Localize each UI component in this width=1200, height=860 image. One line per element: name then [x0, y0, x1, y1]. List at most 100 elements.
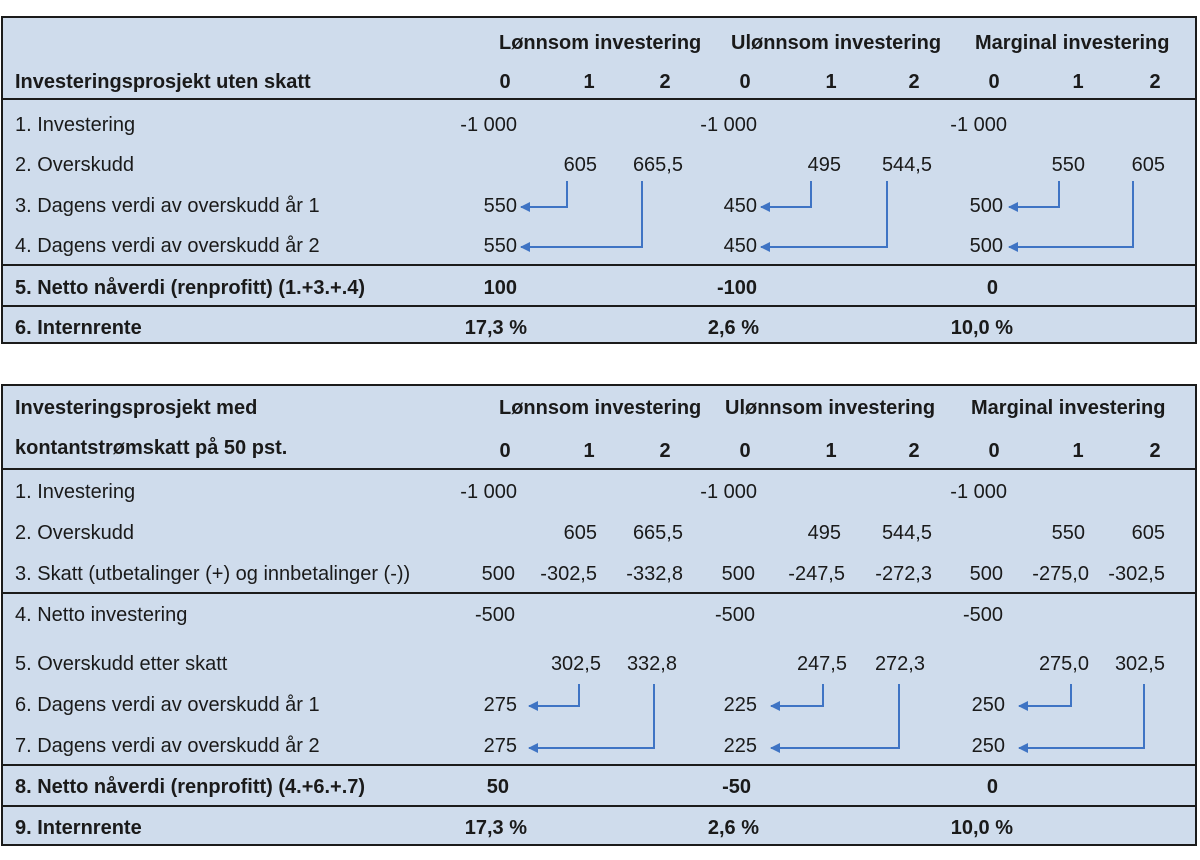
cell: 665,5	[632, 522, 683, 544]
cell: 225	[723, 735, 757, 757]
divider	[3, 764, 1195, 766]
divider	[3, 468, 1195, 470]
cell: 2,6 %	[707, 817, 759, 839]
arrow	[1008, 181, 1060, 212]
cell: -272,3	[875, 563, 932, 585]
year-header: 0	[988, 440, 1000, 462]
year-header: 2	[1149, 71, 1161, 93]
table-row: 1. Investering -1 000 -1 000 -1 000	[3, 472, 1195, 512]
row-label: 1. Investering	[15, 114, 136, 136]
table-row: 5. Overskudd etter skatt 302,5 332,8 247…	[3, 644, 1195, 684]
cell: 302,5	[1114, 653, 1165, 675]
arrow	[528, 684, 655, 753]
arrow	[760, 181, 812, 212]
group-header-lonnsom: Lønnsom investering	[499, 32, 702, 54]
table-row: 6. Dagens verdi av overskudd år 1 275 22…	[3, 685, 1195, 725]
arrow	[520, 181, 568, 212]
cell: 544,5	[881, 522, 932, 544]
cell: -500	[474, 604, 515, 626]
year-header: 0	[739, 71, 751, 93]
group-header-ulonnsom: Ulønnsom investering	[731, 32, 942, 54]
cell: -302,5	[1108, 563, 1165, 585]
year-header: 1	[825, 440, 837, 462]
row-label: 1. Investering	[15, 481, 136, 503]
year-header: 2	[908, 440, 920, 462]
row-label: 9. Internrente	[15, 817, 142, 839]
cell: 272,3	[874, 653, 925, 675]
cell: 450	[723, 235, 757, 257]
cell: -1 000	[950, 114, 1007, 136]
row-label: 6. Dagens verdi av overskudd år 1	[15, 694, 320, 716]
year-header: 2	[659, 440, 671, 462]
row-label: 5. Overskudd etter skatt	[15, 653, 228, 675]
table-row: 6. Internrente 17,3 % 2,6 % 10,0 %	[3, 308, 1195, 348]
row-label: 6. Internrente	[15, 317, 142, 339]
year-header: 0	[739, 440, 751, 462]
cell: 550	[1051, 522, 1085, 544]
cell: 225	[723, 694, 757, 716]
cell: 605	[1131, 522, 1165, 544]
cell: 2,6 %	[707, 317, 759, 339]
row-label: 4. Netto investering	[15, 604, 188, 626]
cell: -1 000	[460, 481, 517, 503]
cell: 17,3 %	[464, 817, 527, 839]
year-header: 0	[988, 71, 1000, 93]
year-header: 0	[499, 440, 511, 462]
cell: 665,5	[632, 154, 683, 176]
cell: 605	[1131, 154, 1165, 176]
cell: 550	[483, 235, 517, 257]
arrow	[1018, 684, 1072, 711]
cell: 10,0 %	[950, 317, 1013, 339]
cell: 495	[807, 154, 841, 176]
arrow	[760, 181, 888, 252]
cell: -247,5	[788, 563, 845, 585]
divider	[3, 592, 1195, 594]
year-header: 1	[1072, 71, 1084, 93]
cell: 544,5	[881, 154, 932, 176]
cell: 302,5	[550, 653, 601, 675]
group-header-marginal: Marginal investering	[975, 32, 1170, 54]
cell: 0	[986, 776, 998, 798]
cell: -302,5	[540, 563, 597, 585]
cell: -50	[722, 776, 751, 798]
cell: 495	[807, 522, 841, 544]
divider	[3, 264, 1195, 266]
cell: -100	[716, 277, 757, 299]
cell: 500	[721, 563, 755, 585]
cell: 10,0 %	[950, 817, 1013, 839]
table-row: 5. Netto nåverdi (renprofitt) (1.+3.+.4)…	[3, 268, 1195, 308]
cell: -1 000	[700, 114, 757, 136]
year-header: 1	[1072, 440, 1084, 462]
cell: 0	[986, 277, 998, 299]
cell: -1 000	[460, 114, 517, 136]
cell: 500	[969, 563, 1003, 585]
divider	[3, 98, 1195, 100]
table-row: 9. Internrente 17,3 % 2,6 % 10,0 %	[3, 808, 1195, 848]
year-header: 2	[659, 71, 671, 93]
arrow	[1008, 181, 1134, 252]
year-header: 1	[583, 71, 595, 93]
year-header: 2	[1149, 440, 1161, 462]
table-row: 2. Overskudd 605 665,5 495 544,5 550 605	[3, 513, 1195, 553]
cell: 500	[969, 235, 1003, 257]
table-title-line2: kontantstrømskatt på 50 pst.	[15, 437, 288, 459]
cell: 550	[1051, 154, 1085, 176]
cell: 275	[483, 694, 517, 716]
cell: 250	[971, 735, 1005, 757]
cell: 275,0	[1038, 653, 1089, 675]
cell: 500	[481, 563, 515, 585]
table-row: 7. Dagens verdi av overskudd år 2 275 22…	[3, 726, 1195, 766]
row-label: 8. Netto nåverdi (renprofitt) (4.+6.+.7)	[15, 776, 366, 798]
cell: 247,5	[796, 653, 847, 675]
table-row: 2. Overskudd 605 665,5 495 544,5 550 605	[3, 145, 1195, 185]
arrow	[520, 181, 643, 252]
cell: 50	[486, 776, 509, 798]
cell: -1 000	[700, 481, 757, 503]
cell: 250	[971, 694, 1005, 716]
year-header: 2	[908, 71, 920, 93]
table-row: 4. Dagens verdi av overskudd år 2 550 45…	[3, 226, 1195, 266]
arrow	[770, 684, 824, 711]
divider	[3, 805, 1195, 807]
table-row: 3. Dagens verdi av overskudd år 1 550 45…	[3, 186, 1195, 226]
row-label: 4. Dagens verdi av overskudd år 2	[15, 235, 320, 257]
